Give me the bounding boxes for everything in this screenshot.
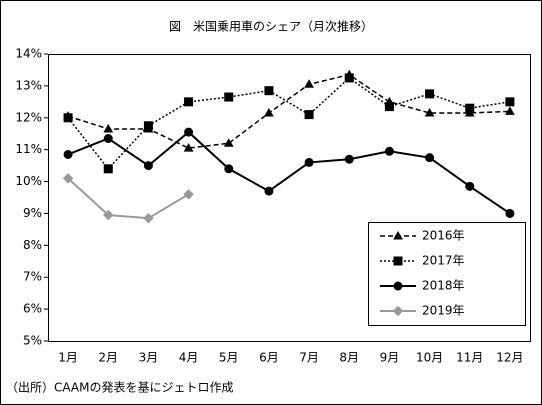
chart-title: 図 米国乗用車のシェア（月次推移）: [169, 20, 373, 34]
y-tick-label: 6%: [23, 302, 42, 316]
marker: [264, 186, 274, 196]
marker: [224, 92, 234, 102]
x-tick-label: 7月: [299, 351, 319, 365]
marker: [425, 89, 435, 99]
marker: [344, 73, 354, 83]
x-tick-label: 3月: [139, 351, 159, 365]
marker: [184, 97, 194, 107]
series-line: [67, 130, 511, 215]
plot-area: [48, 54, 531, 342]
y-tick-label: 7%: [23, 270, 42, 284]
y-tick-label: 13%: [15, 78, 42, 92]
marker: [63, 113, 73, 123]
legend-marker: [393, 230, 403, 240]
x-tick-label: 6月: [259, 351, 279, 365]
marker: [103, 164, 113, 174]
x-tick-label: 9月: [380, 351, 400, 365]
legend-label: 2016年: [422, 229, 465, 243]
marker: [224, 164, 234, 174]
series-line: [67, 73, 510, 149]
x-tick-label: 5月: [219, 351, 239, 365]
marker: [223, 138, 234, 147]
y-tick-label: 5%: [23, 334, 42, 348]
marker: [304, 79, 314, 88]
legend-label: 2017年: [422, 254, 465, 268]
marker: [103, 209, 114, 221]
marker: [103, 123, 114, 133]
marker: [304, 157, 314, 167]
marker: [465, 181, 475, 191]
marker: [264, 86, 274, 96]
marker: [183, 189, 194, 200]
marker: [344, 154, 354, 164]
marker: [264, 107, 274, 117]
x-tick-label: 1月: [58, 351, 78, 365]
source-note: （出所）CAAMの発表を基にジェトロ作成: [6, 381, 234, 395]
marker: [425, 153, 435, 163]
legend-marker: [393, 256, 403, 266]
y-tick-label: 11%: [15, 142, 42, 156]
x-tick-label: 2月: [98, 351, 118, 365]
series-line: [67, 177, 190, 220]
legend-box: [368, 222, 526, 326]
marker: [63, 149, 73, 159]
x-tick-label: 12月: [496, 351, 523, 365]
y-tick-label: 10%: [15, 174, 42, 188]
marker: [143, 121, 153, 131]
legend-label: 2018年: [422, 279, 465, 293]
marker: [384, 102, 394, 112]
y-tick-label: 12%: [15, 110, 42, 124]
marker: [143, 161, 153, 171]
legend-marker: [392, 305, 404, 317]
x-tick-label: 11月: [456, 351, 483, 365]
marker: [505, 97, 515, 107]
legend-label: 2019年: [422, 304, 465, 318]
legend-marker: [393, 281, 403, 291]
marker: [103, 134, 113, 144]
x-tick-label: 8月: [339, 351, 359, 365]
marker: [62, 173, 74, 184]
y-tick-label: 8%: [23, 238, 42, 252]
y-tick-label: 14%: [15, 47, 42, 61]
marker: [304, 110, 314, 120]
marker: [424, 107, 435, 117]
marker: [465, 103, 475, 113]
x-tick-label: 4月: [179, 351, 199, 365]
marker: [505, 106, 515, 115]
marker: [505, 208, 515, 218]
x-tick-label: 10月: [416, 351, 443, 365]
marker: [183, 143, 194, 152]
marker: [143, 213, 154, 224]
marker: [384, 146, 394, 156]
y-tick-label: 9%: [23, 206, 42, 220]
marker: [184, 127, 194, 137]
